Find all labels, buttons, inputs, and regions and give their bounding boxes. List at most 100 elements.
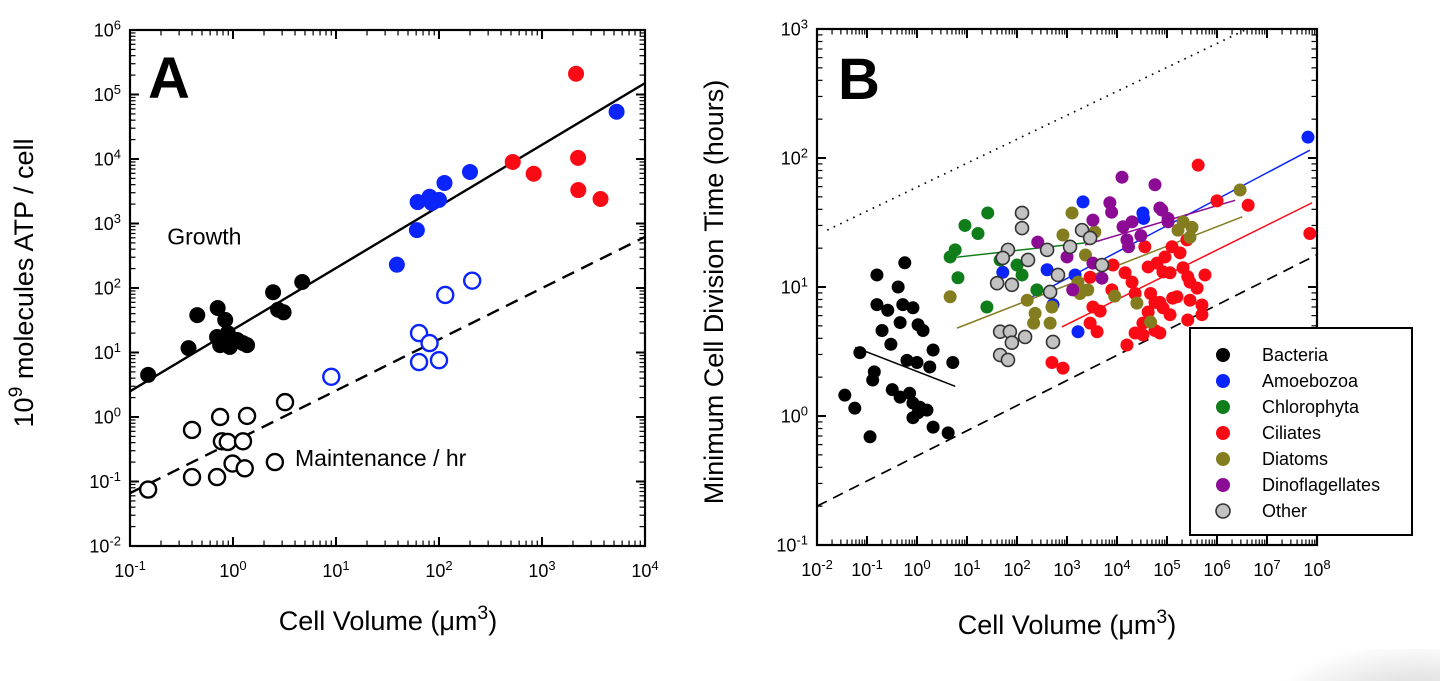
- x-axis-title-A: Cell Volume (μm3): [279, 602, 497, 636]
- data-point-ciliates: [1241, 198, 1255, 212]
- data-point-maintenance-black-open: [237, 406, 257, 426]
- data-point-bacteria: [884, 337, 898, 351]
- data-point-diatoms: [1183, 230, 1197, 244]
- data-point-growth-red: [592, 190, 609, 207]
- data-point-growth-bacteria-black: [189, 307, 206, 324]
- data-point-dinoflagellates: [1134, 229, 1148, 243]
- legend-entry-ciliates: Ciliates: [1216, 423, 1321, 443]
- data-point-bacteria: [903, 386, 917, 400]
- data-point-ciliates: [1125, 275, 1139, 289]
- data-point-other: [1094, 257, 1110, 273]
- data-point-ciliates: [1138, 240, 1152, 254]
- y-tick-label: 106: [94, 17, 121, 40]
- data-point-ciliates: [1198, 268, 1212, 282]
- data-point-bacteria: [898, 256, 912, 270]
- data-point-ciliates: [1090, 325, 1104, 339]
- x-tick-label: 10-1: [851, 557, 883, 580]
- data-point-bacteria: [923, 360, 937, 374]
- series-ciliates: [1045, 158, 1317, 375]
- y-axis-title-B: Minimum Cell Division Time (hours): [699, 80, 729, 505]
- data-point-maintenance-black-open: [210, 407, 230, 427]
- data-point-chlorophyta: [971, 226, 985, 240]
- y-tick-label: 102: [781, 145, 808, 168]
- legend-entry-chlorophyta: Chlorophyta: [1216, 397, 1360, 417]
- data-point-growth-bacteria-black: [180, 340, 197, 357]
- legend-label: Dinoflagellates: [1262, 475, 1380, 495]
- series-bacteria: [838, 256, 960, 444]
- data-point-maintenance-black-open: [235, 459, 254, 478]
- panel-A: 10-1 100 101 102 103 10410-210-11001011021031…: [5, 17, 658, 636]
- data-point-dinoflagellates: [1148, 178, 1162, 192]
- data-point-diatoms: [1045, 300, 1059, 314]
- data-point-ciliates: [1191, 158, 1205, 172]
- y-tick-label: 102: [94, 275, 121, 298]
- x-tick-label: 106: [1203, 557, 1230, 580]
- lines-A: [129, 82, 646, 495]
- data-point-bacteria: [853, 346, 867, 360]
- data-point-maintenance-blue-open: [409, 352, 429, 372]
- data-point-amoebozoa: [1137, 211, 1151, 225]
- data-point-other: [1042, 284, 1058, 300]
- data-point-ciliates: [1106, 258, 1120, 272]
- series-maintenance-black-open: [138, 392, 295, 499]
- data-point-diatoms: [1130, 296, 1144, 310]
- y-tick-label: 101: [781, 274, 808, 297]
- x-tick-label: 102: [1003, 557, 1030, 580]
- data-point-other: [1014, 220, 1030, 236]
- series-other: [989, 205, 1110, 368]
- data-point-bacteria: [870, 298, 884, 312]
- lower-dashed-reference-line: [816, 253, 1318, 507]
- data-point-ciliates: [1163, 308, 1177, 322]
- data-point-maintenance-blue-open: [420, 333, 439, 353]
- y-tick-label: 100: [94, 404, 121, 427]
- data-point-maintenance-blue-open: [322, 367, 341, 387]
- y-tick-label: 101: [94, 340, 121, 363]
- data-point-dinoflagellates: [1086, 213, 1100, 227]
- y-tick-labels-A: 10-2 10-1 100 101 102 103 104 105 106: [89, 17, 121, 556]
- data-point-maintenance-blue-open: [436, 285, 455, 305]
- data-point-growth-red: [504, 153, 521, 170]
- x-tick-label: 104: [631, 558, 658, 581]
- data-point-growth-red: [570, 149, 587, 166]
- y-tick-label: 100: [781, 403, 808, 426]
- data-point-bacteria: [881, 303, 895, 317]
- x-tick-label: 103: [1053, 557, 1080, 580]
- x-tick-label: 107: [1253, 557, 1280, 580]
- x-tick-labels-A: 10-1 100 101 102 103 104: [114, 558, 658, 581]
- data-point-dinoflagellates: [1125, 215, 1139, 229]
- data-point-growth-blue: [431, 191, 447, 208]
- data-point-maintenance-black-open: [233, 432, 253, 451]
- data-point-growth-blue: [408, 222, 425, 239]
- x-tick-label: 103: [528, 558, 555, 581]
- data-point-growth-blue: [462, 163, 479, 180]
- data-point-maintenance-black-open: [218, 432, 237, 452]
- data-point-ciliates: [1195, 308, 1209, 322]
- data-point-ciliates: [1173, 246, 1187, 260]
- data-point-maintenance-black-open: [265, 452, 285, 472]
- data-point-other: [1045, 334, 1061, 350]
- legend-marker: [1216, 374, 1230, 388]
- data-point-ciliates: [1093, 304, 1107, 318]
- data-point-dinoflagellates: [1095, 271, 1109, 285]
- y-tick-label: 103: [781, 16, 808, 39]
- data-point-ciliates: [1181, 313, 1195, 327]
- data-point-bacteria: [906, 411, 920, 425]
- data-point-bacteria: [896, 298, 910, 312]
- legend-marker: [1216, 400, 1230, 414]
- data-point-dinoflagellates: [1066, 283, 1080, 297]
- data-point-bacteria: [926, 343, 940, 357]
- x-tick-label: 102: [425, 558, 452, 581]
- data-point-diatoms: [1081, 283, 1095, 297]
- data-point-bacteria: [913, 400, 927, 414]
- data-point-ciliates: [1141, 305, 1155, 319]
- data-point-ciliates: [1210, 194, 1224, 208]
- data-point-growth-bacteria-black: [140, 366, 157, 383]
- y-tick-label: 10-1: [89, 469, 121, 492]
- x-axis-title-B: Cell Volume (μm3): [958, 606, 1176, 640]
- data-point-chlorophyta: [981, 206, 995, 220]
- data-point-ciliates: [1163, 266, 1177, 280]
- legend-label: Diatoms: [1262, 449, 1328, 469]
- x-tick-label: 10-1: [114, 558, 146, 581]
- data-point-bacteria: [863, 430, 877, 444]
